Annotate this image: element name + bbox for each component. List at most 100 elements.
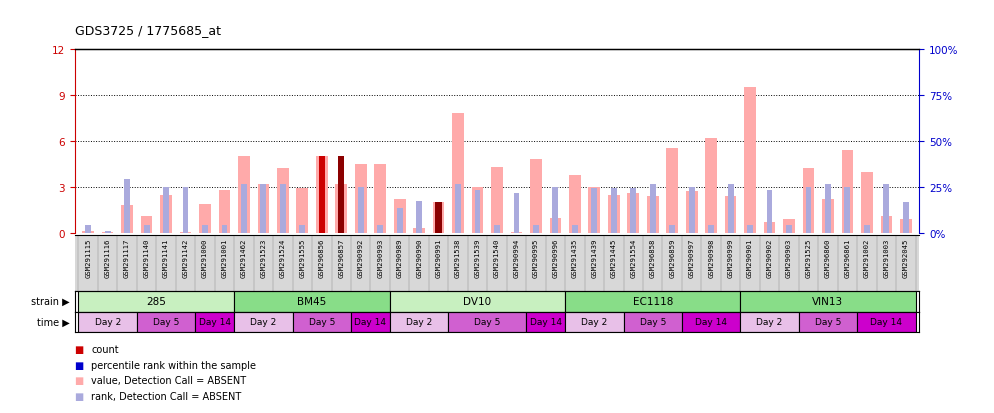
Bar (299, 225, 305, 233)
Text: GSM291000: GSM291000 (202, 238, 208, 278)
Text: Day 14: Day 14 (695, 318, 728, 327)
Bar (857, 312, 915, 332)
Bar (195, 312, 235, 332)
Text: GSM291525: GSM291525 (805, 238, 811, 278)
Bar (650, 184, 656, 233)
Text: GSM291554: GSM291554 (630, 238, 636, 278)
Text: GSM290992: GSM290992 (358, 238, 364, 278)
Bar (83, 231, 94, 233)
Bar (805, 188, 811, 233)
Text: GSM291555: GSM291555 (299, 238, 305, 278)
Bar (79, 291, 235, 312)
Bar (390, 312, 448, 332)
Bar (623, 312, 682, 332)
Text: GDS3725 / 1775685_at: GDS3725 / 1775685_at (75, 24, 221, 37)
Bar (260, 184, 266, 233)
Bar (526, 312, 566, 332)
Bar (591, 189, 597, 233)
Bar (338, 175, 344, 233)
Bar (144, 225, 149, 233)
Bar (358, 188, 364, 233)
Bar (390, 291, 566, 312)
Text: GSM296861: GSM296861 (845, 238, 851, 278)
Bar (845, 188, 850, 233)
Bar (163, 188, 169, 233)
Text: GSM290990: GSM290990 (416, 238, 422, 278)
Text: GSM291140: GSM291140 (143, 238, 149, 278)
Bar (432, 203, 444, 233)
Text: Day 2: Day 2 (756, 318, 782, 327)
Bar (397, 209, 403, 233)
Text: GSM291003: GSM291003 (884, 238, 890, 278)
Bar (202, 225, 208, 233)
Bar (257, 184, 269, 233)
Text: GSM290993: GSM290993 (377, 238, 384, 278)
Bar (319, 175, 325, 233)
Bar (553, 188, 559, 233)
Bar (435, 203, 441, 233)
Text: Day 2: Day 2 (250, 318, 276, 327)
Text: GSM291001: GSM291001 (222, 238, 228, 278)
Bar (316, 157, 328, 233)
Bar (608, 195, 619, 233)
Bar (378, 225, 383, 233)
Text: Day 2: Day 2 (581, 318, 607, 327)
Bar (491, 168, 503, 233)
Text: GSM296860: GSM296860 (825, 238, 831, 278)
Bar (375, 164, 386, 233)
Text: GSM291435: GSM291435 (572, 238, 578, 278)
Bar (550, 218, 562, 233)
Text: 285: 285 (146, 297, 166, 306)
Bar (137, 312, 195, 332)
Bar (745, 88, 755, 233)
Bar (825, 184, 831, 233)
Bar (741, 312, 799, 332)
Bar (802, 169, 814, 233)
Text: Day 14: Day 14 (871, 318, 903, 327)
Bar (448, 312, 526, 332)
Text: GSM296856: GSM296856 (319, 238, 325, 278)
Bar (763, 223, 775, 233)
Bar (799, 312, 857, 332)
Bar (627, 194, 639, 233)
Text: GSM290995: GSM290995 (533, 238, 539, 278)
Text: ■: ■ (75, 375, 83, 385)
Bar (900, 220, 911, 233)
Bar (235, 291, 390, 312)
Bar (222, 225, 228, 233)
Text: GSM291524: GSM291524 (280, 238, 286, 278)
Bar (183, 188, 189, 233)
Bar (514, 194, 520, 233)
Bar (861, 172, 873, 233)
Text: GSM296857: GSM296857 (338, 238, 344, 278)
Text: percentile rank within the sample: percentile rank within the sample (91, 360, 256, 370)
Bar (160, 195, 172, 233)
Text: Day 5: Day 5 (153, 318, 179, 327)
Text: GSM290998: GSM290998 (708, 238, 714, 278)
Text: Day 5: Day 5 (639, 318, 666, 327)
Bar (472, 188, 483, 233)
Bar (572, 225, 578, 233)
Bar (494, 225, 500, 233)
Text: GSM290903: GSM290903 (786, 238, 792, 278)
Bar (435, 225, 441, 233)
Text: Day 5: Day 5 (308, 318, 335, 327)
Bar (709, 225, 714, 233)
Bar (296, 189, 308, 233)
Text: ■: ■ (75, 360, 83, 370)
Text: GSM290991: GSM290991 (435, 238, 441, 278)
Text: VIN13: VIN13 (812, 297, 844, 306)
Text: GSM291539: GSM291539 (474, 238, 480, 278)
Text: GSM291116: GSM291116 (104, 238, 110, 278)
Text: Day 14: Day 14 (530, 318, 562, 327)
Bar (121, 206, 133, 233)
Bar (706, 138, 717, 233)
Text: ■: ■ (75, 391, 83, 401)
Bar (864, 225, 870, 233)
Bar (611, 189, 616, 233)
Bar (219, 190, 231, 233)
Bar (235, 312, 292, 332)
Bar (786, 225, 792, 233)
Bar (180, 232, 192, 233)
Text: rank, Detection Call = ABSENT: rank, Detection Call = ABSENT (91, 391, 242, 401)
